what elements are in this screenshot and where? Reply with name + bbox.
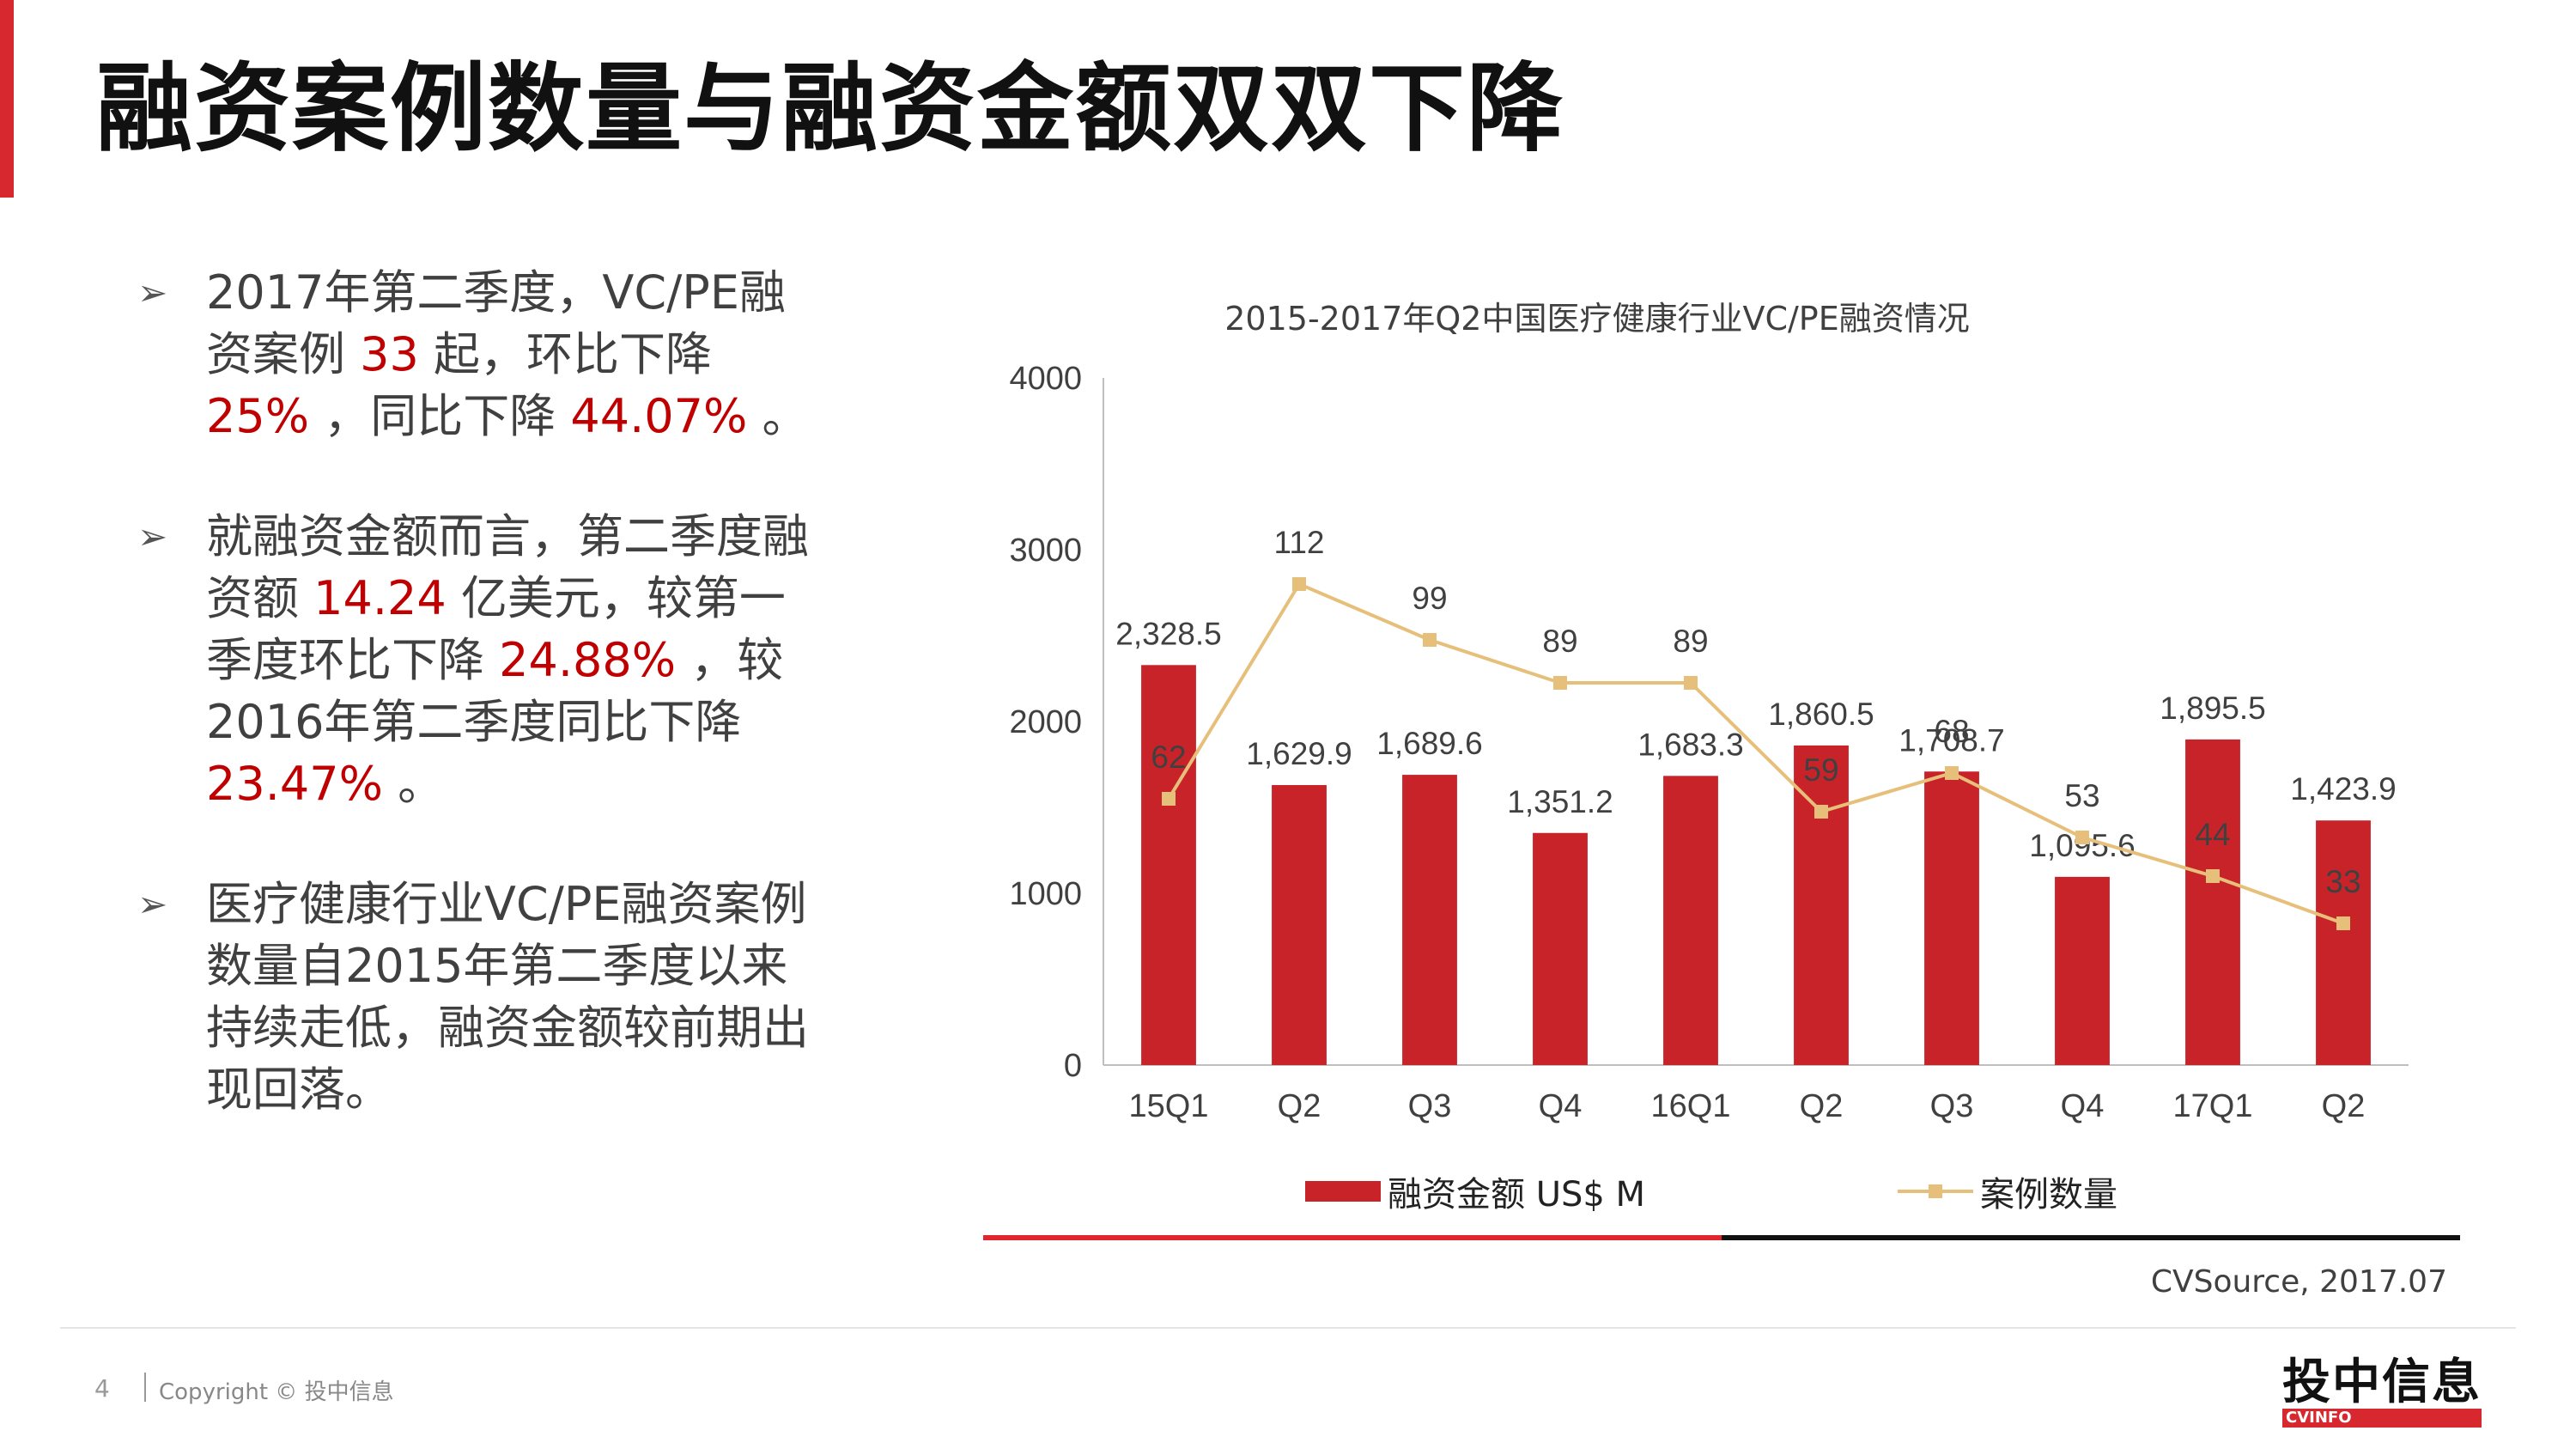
bar-data-label: 2,328.5 — [1115, 616, 1221, 651]
bullet-item: ➢ 医疗健康行业VC/PE融资案例数量自2015年第二季度以来持续走低，融资金额… — [137, 874, 824, 1121]
line-marker — [1814, 805, 1828, 819]
copyright-text: Copyright © 投中信息 — [159, 1379, 394, 1405]
arrow-bullet-icon: ➢ — [137, 883, 168, 925]
x-tick-label: Q2 — [1278, 1088, 1321, 1124]
legend-label: 案例数量 — [1980, 1175, 2117, 1215]
line-data-label: 33 — [2325, 864, 2360, 899]
line-marker — [1292, 577, 1306, 591]
footer-divider — [60, 1327, 2516, 1329]
footer-separator — [144, 1373, 146, 1402]
x-tick-label: Q3 — [1408, 1088, 1452, 1124]
bar — [1141, 665, 1196, 1065]
line-marker — [1162, 792, 1176, 806]
bar — [1924, 771, 1979, 1065]
line-marker — [1945, 766, 1959, 780]
bar-data-label: 1,895.5 — [2160, 691, 2265, 726]
legend-line-swatch — [1898, 1181, 1973, 1202]
logo-text: 投中信息 — [2282, 1355, 2482, 1410]
arrow-bullet-icon: ➢ — [137, 515, 168, 557]
bar-data-label: 1,860.5 — [1768, 697, 1874, 732]
line-data-label: 89 — [1673, 624, 1708, 659]
bullet-text: 就融资金额而言，第二季度融资额 14.24 亿美元，较第一季度环比下降 24.8… — [206, 509, 809, 811]
y-tick-label: 2000 — [1009, 704, 1082, 740]
bar — [1663, 776, 1718, 1065]
bar — [1402, 775, 1457, 1065]
cvinfo-logo: 投中信息 CVINFO — [2282, 1357, 2482, 1428]
cases-line — [1167, 581, 2344, 925]
x-tick-label: Q3 — [1930, 1088, 1974, 1124]
bullet-text: 医疗健康行业VC/PE融资案例数量自2015年第二季度以来持续走低，融资金额较前… — [206, 877, 809, 1117]
bar-data-label: 1,629.9 — [1246, 736, 1352, 771]
combo-chart: 0 1000 2000 3000 4000 2,328.5 1,629.9 1,689.6 1,… — [1009, 361, 2409, 1124]
line-data-label: 53 — [2064, 778, 2099, 813]
arrow-bullet-icon: ➢ — [137, 271, 168, 314]
line-data-label: 89 — [1542, 624, 1577, 659]
line-data-label: 44 — [2195, 817, 2230, 852]
bar — [1794, 745, 1849, 1065]
x-tick-label: 15Q1 — [1129, 1088, 1209, 1124]
bullet-list: ➢ 2017年第二季度，VC/PE融资案例 33 起，环比下降 25% ，同比下… — [137, 262, 824, 1179]
x-tick-label: 17Q1 — [2173, 1088, 2253, 1124]
legend-label: 融资金额 US$ M — [1388, 1175, 1646, 1215]
x-tick-label: Q4 — [2061, 1088, 2105, 1124]
logo-subtext: CVINFO — [2282, 1409, 2482, 1428]
bullet-text: 2017年第二季度，VC/PE融资案例 33 起，环比下降 25% ，同比下降 … — [206, 265, 809, 443]
x-tick-label: Q2 — [1800, 1088, 1844, 1124]
divider-black — [1722, 1235, 2460, 1240]
x-tick-label: Q2 — [2322, 1088, 2366, 1124]
bar-data-label: 1,708.7 — [1899, 722, 2004, 758]
page-title: 融资案例数量与融资金额双双下降 — [96, 53, 1564, 165]
legend-bar-swatch — [1305, 1181, 1381, 1202]
y-tick-label: 1000 — [1009, 876, 1082, 912]
bar — [1533, 832, 1588, 1065]
line-data-label: 62 — [1151, 740, 1186, 775]
line-marker — [2075, 831, 2089, 844]
line-marker — [2336, 916, 2350, 930]
x-tick-label: Q4 — [1539, 1088, 1583, 1124]
chart-title: 2015-2017年Q2中国医疗健康行业VC/PE融资情况 — [1224, 300, 1970, 338]
line-marker — [1423, 633, 1437, 647]
bar — [2185, 739, 2240, 1065]
line-marker — [2206, 869, 2220, 883]
bar-data-label: 1,689.6 — [1376, 726, 1482, 761]
line-data-label: 99 — [1412, 581, 1447, 616]
line-marker — [1553, 676, 1567, 690]
line-data-label: 68 — [1934, 714, 1969, 749]
title-accent-bar — [0, 0, 14, 198]
line-marker — [1684, 676, 1698, 690]
bar — [2055, 876, 2110, 1065]
bar — [2316, 820, 2371, 1065]
x-tick-label: 16Q1 — [1651, 1088, 1731, 1124]
y-tick-label: 3000 — [1009, 533, 1082, 569]
line-data-label: 59 — [1803, 752, 1838, 788]
bar — [1272, 785, 1327, 1065]
bar-data-label: 1,351.2 — [1507, 784, 1613, 819]
source-note: CVSource, 2017.07 — [2150, 1264, 2447, 1300]
legend-item-bar: 融资金额 US$ M — [1305, 1166, 1645, 1216]
bar-data-label: 1,683.3 — [1637, 727, 1743, 762]
legend-item-line: 案例数量 — [1898, 1166, 2117, 1216]
y-tick-label: 4000 — [1009, 361, 1082, 397]
page-number: 4 — [94, 1374, 110, 1403]
line-data-label: 112 — [1274, 525, 1325, 560]
divider-red — [983, 1235, 1722, 1240]
y-tick-label: 0 — [1064, 1048, 1082, 1084]
bullet-item: ➢ 就融资金额而言，第二季度融资额 14.24 亿美元，较第一季度环比下降 24… — [137, 506, 824, 815]
bar-data-label: 1,423.9 — [2290, 771, 2396, 807]
bullet-item: ➢ 2017年第二季度，VC/PE融资案例 33 起，环比下降 25% ，同比下… — [137, 262, 824, 447]
